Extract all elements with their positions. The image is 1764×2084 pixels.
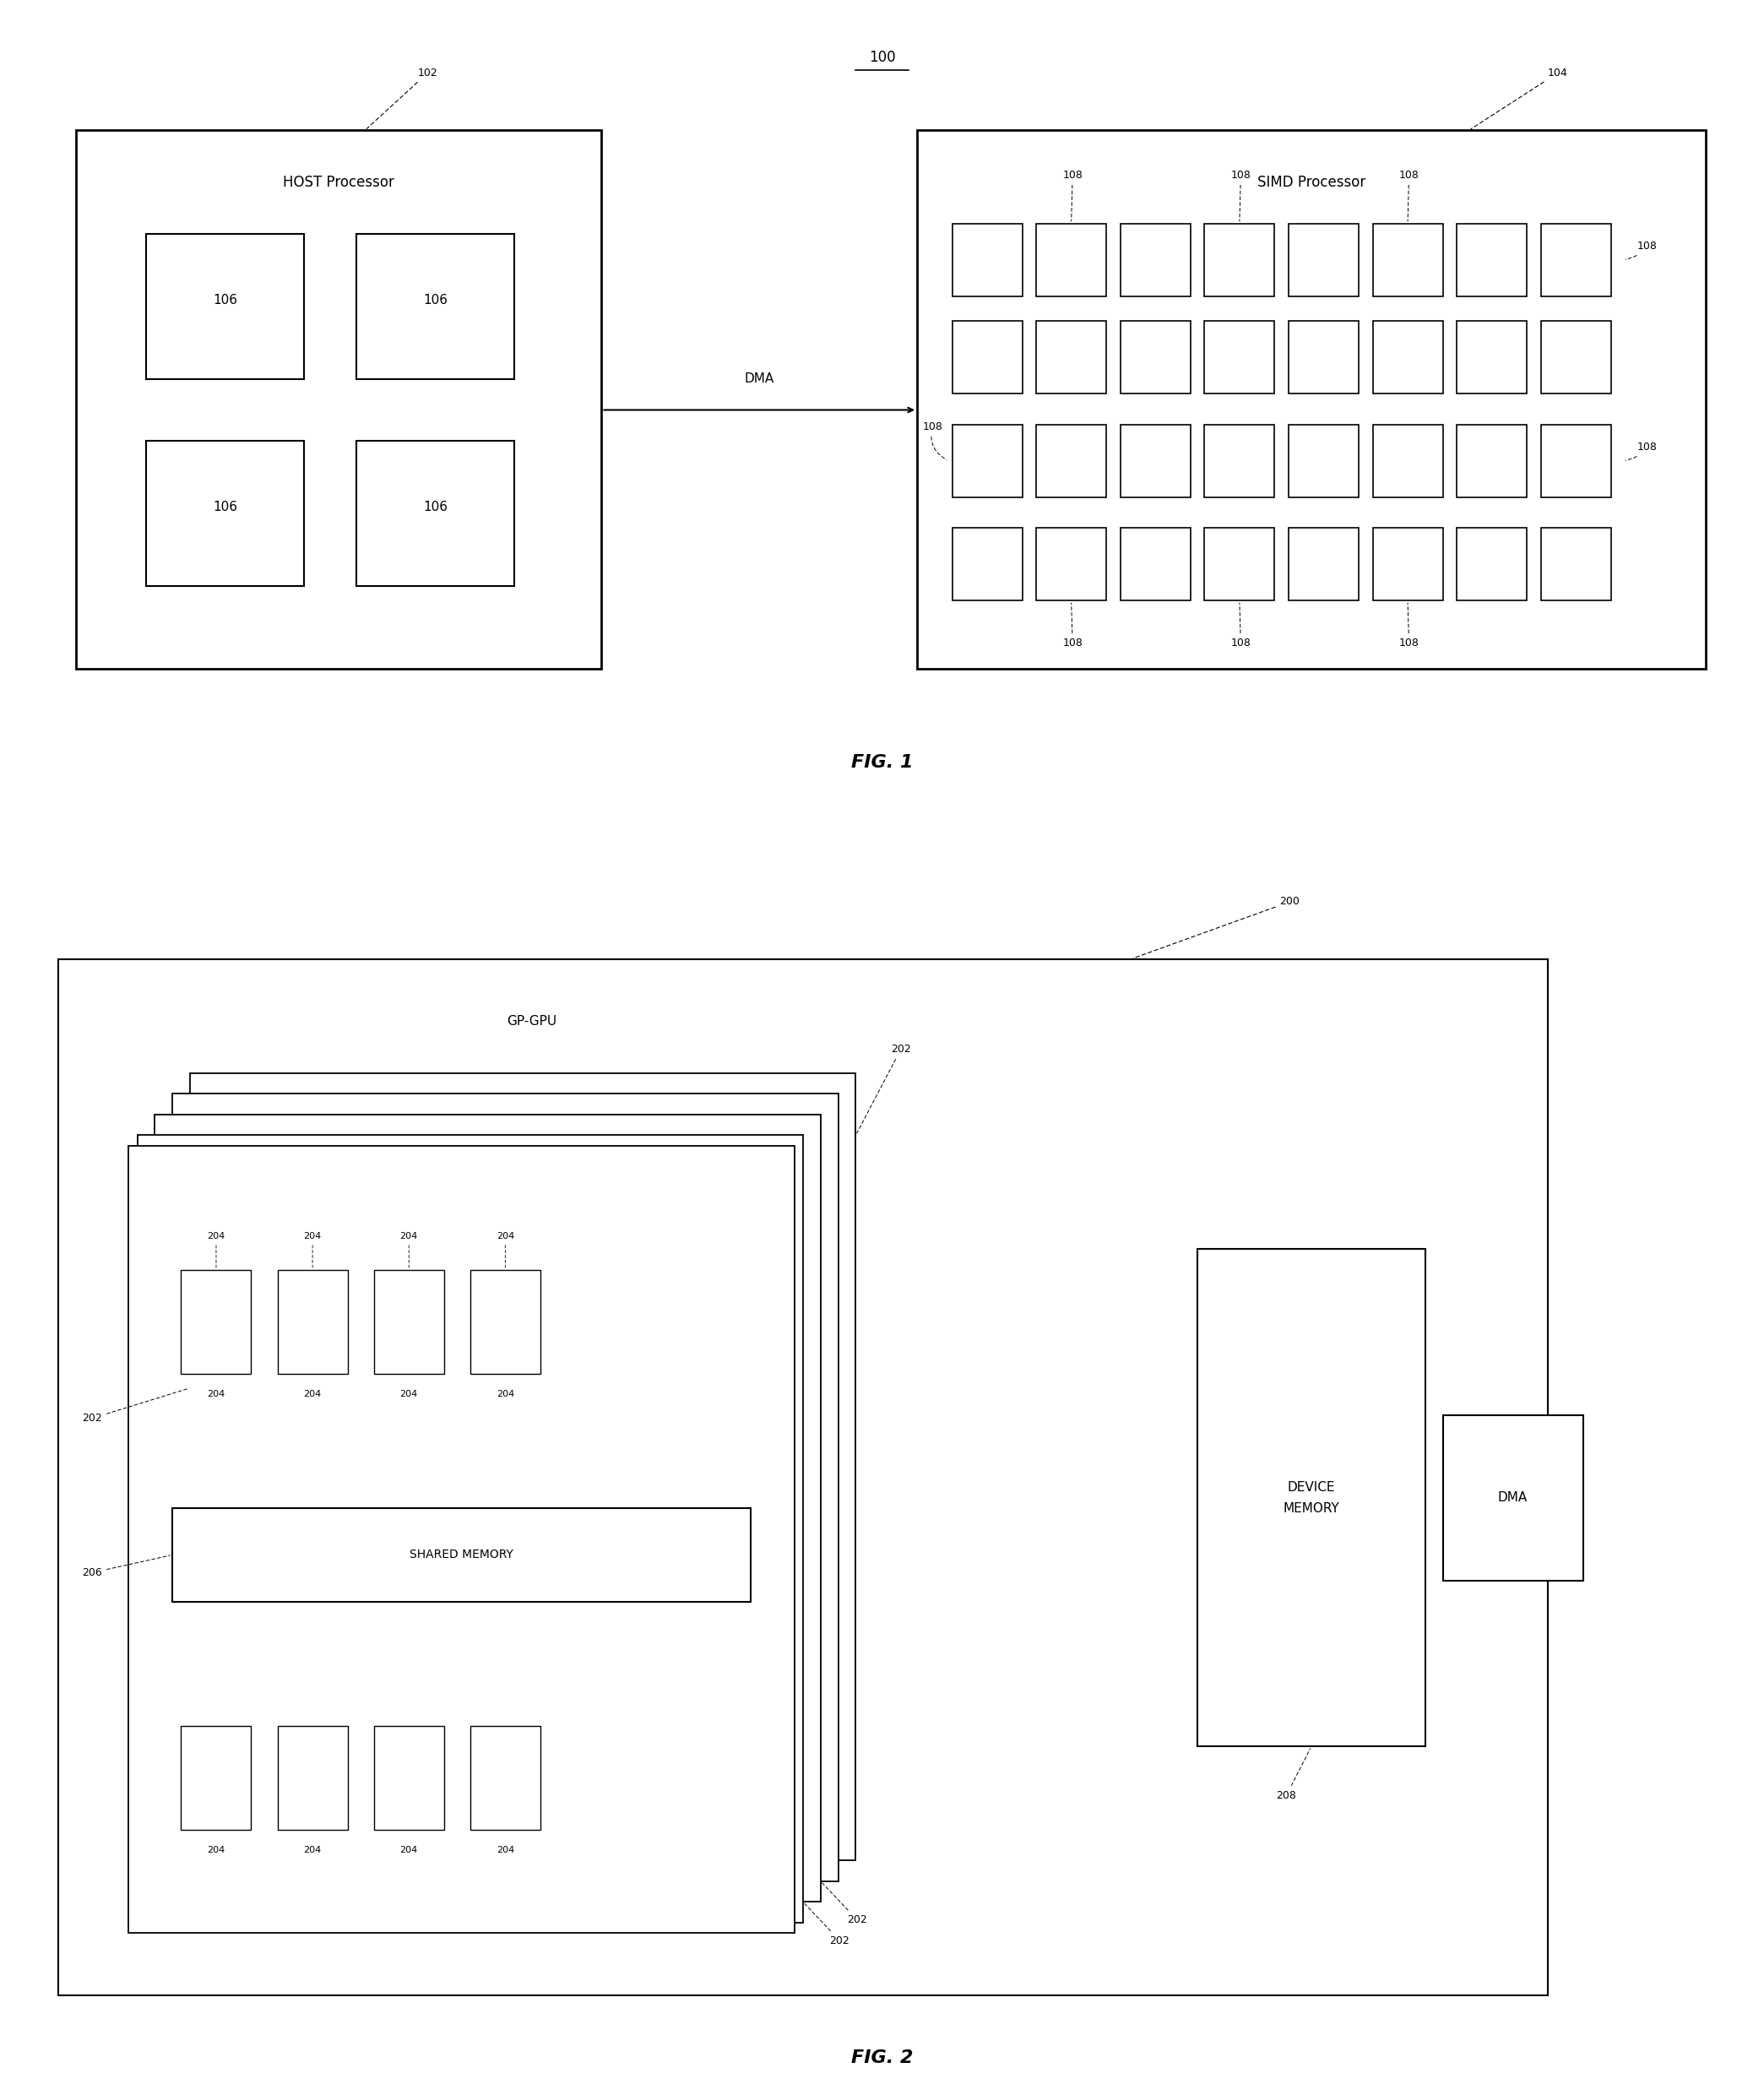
Bar [146, 442, 303, 586]
Bar [1372, 425, 1443, 496]
Bar [1372, 223, 1443, 296]
Text: 204: 204 [303, 1846, 321, 1855]
Text: 108: 108 [1626, 442, 1658, 461]
Bar [356, 442, 513, 586]
Bar [1288, 223, 1358, 296]
Text: 108: 108 [1399, 169, 1418, 221]
Text: 200: 200 [1132, 896, 1300, 959]
Text: 202: 202 [857, 1044, 910, 1134]
Bar [1457, 223, 1528, 296]
Bar [1035, 321, 1106, 394]
Bar [182, 1726, 250, 1830]
Text: 204: 204 [206, 1846, 226, 1855]
Bar [1120, 527, 1191, 600]
Bar [1288, 321, 1358, 394]
Text: 204: 204 [496, 1846, 515, 1855]
Text: FIG. 1: FIG. 1 [850, 754, 914, 771]
Bar [917, 129, 1706, 669]
Bar [1205, 527, 1275, 600]
Bar [1542, 321, 1611, 394]
Bar [1542, 223, 1611, 296]
Bar [129, 1146, 794, 1934]
Bar [277, 1269, 348, 1373]
Bar [953, 425, 1021, 496]
Bar [1372, 527, 1443, 600]
Text: 204: 204 [400, 1232, 418, 1267]
Bar [1198, 1248, 1425, 1746]
Bar [953, 527, 1021, 600]
Text: 204: 204 [400, 1846, 418, 1855]
Bar [1035, 425, 1106, 496]
Text: DMA: DMA [1498, 1492, 1528, 1505]
Text: 108: 108 [923, 421, 947, 461]
Text: 202: 202 [822, 1884, 868, 1926]
Text: 100: 100 [868, 50, 896, 65]
Text: HOST Processor: HOST Processor [282, 175, 395, 190]
Bar [173, 1094, 838, 1882]
Text: 206: 206 [83, 1555, 169, 1578]
Bar [1542, 425, 1611, 496]
Bar [1457, 527, 1528, 600]
Bar [277, 1726, 348, 1830]
Bar [374, 1726, 445, 1830]
Text: 202: 202 [83, 1388, 187, 1423]
Text: 202: 202 [804, 1903, 850, 1946]
Bar [138, 1136, 803, 1924]
Bar [1205, 223, 1275, 296]
Bar [155, 1115, 820, 1903]
Text: DMA: DMA [744, 373, 774, 386]
Text: 108: 108 [1231, 602, 1251, 648]
Bar [471, 1269, 540, 1373]
Bar [356, 233, 513, 379]
Bar [374, 1269, 445, 1373]
Bar [1372, 321, 1443, 394]
Text: 104: 104 [1471, 67, 1568, 129]
Bar [1205, 321, 1275, 394]
Bar [58, 959, 1547, 1994]
Bar [471, 1726, 540, 1830]
Text: 204: 204 [206, 1390, 226, 1398]
Text: DEVICE
MEMORY: DEVICE MEMORY [1282, 1482, 1339, 1515]
Bar [1205, 425, 1275, 496]
Bar [953, 223, 1021, 296]
Text: 204: 204 [400, 1390, 418, 1398]
Bar [1443, 1415, 1582, 1582]
Bar [173, 1509, 750, 1601]
Bar [1542, 527, 1611, 600]
Text: 108: 108 [1626, 242, 1658, 258]
Text: SHARED MEMORY: SHARED MEMORY [409, 1548, 513, 1561]
Bar [1120, 321, 1191, 394]
Text: FIG. 2: FIG. 2 [850, 2049, 914, 2065]
Bar [1288, 425, 1358, 496]
Text: 106: 106 [423, 500, 448, 513]
Text: 106: 106 [423, 294, 448, 306]
Bar [1288, 527, 1358, 600]
Text: 204: 204 [303, 1390, 321, 1398]
Text: 106: 106 [213, 500, 236, 513]
Text: 102: 102 [367, 67, 437, 129]
Text: 208: 208 [1277, 1748, 1311, 1801]
Text: 108: 108 [1062, 602, 1083, 648]
Text: 108: 108 [1399, 602, 1418, 648]
Bar [1035, 527, 1106, 600]
Bar [1120, 425, 1191, 496]
Text: GP-GPU: GP-GPU [506, 1015, 556, 1027]
Bar [182, 1269, 250, 1373]
Bar [1035, 223, 1106, 296]
Bar [1120, 223, 1191, 296]
Text: 204: 204 [496, 1390, 515, 1398]
Text: 204: 204 [496, 1232, 515, 1267]
Text: 204: 204 [206, 1232, 226, 1267]
Text: 108: 108 [1231, 169, 1251, 221]
Text: SIMD Processor: SIMD Processor [1258, 175, 1365, 190]
Bar [1457, 425, 1528, 496]
Text: 204: 204 [303, 1232, 321, 1267]
Text: 106: 106 [213, 294, 236, 306]
Bar [146, 233, 303, 379]
Bar [953, 321, 1021, 394]
Bar [191, 1073, 856, 1861]
Bar [76, 129, 602, 669]
Bar [1457, 321, 1528, 394]
Text: 108: 108 [1062, 169, 1083, 221]
